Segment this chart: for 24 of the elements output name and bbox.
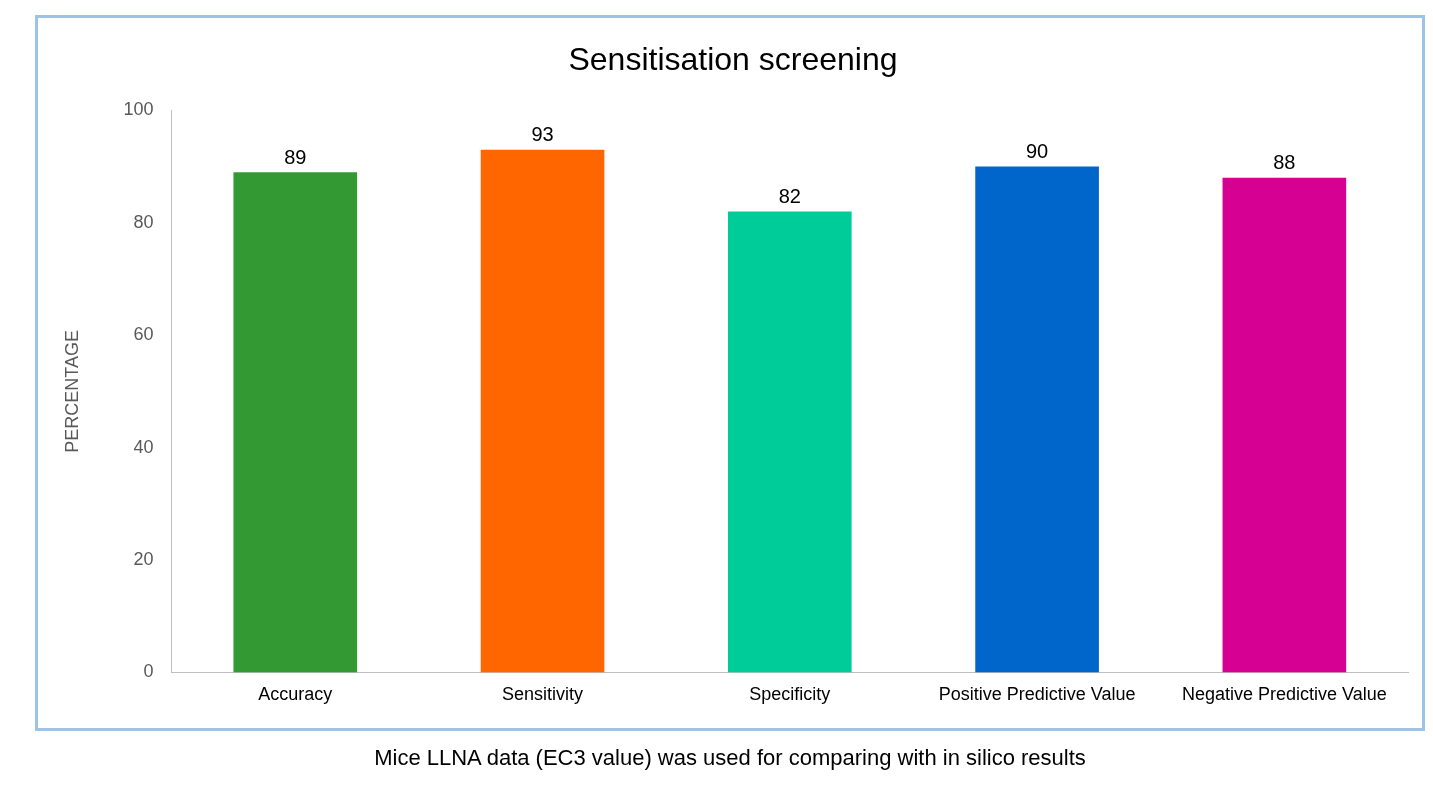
y-tick-label: 0 xyxy=(143,661,154,682)
y-tick-label: 100 xyxy=(123,99,154,120)
x-tick-label: Sensitivity xyxy=(502,684,584,705)
x-tick-label: Negative Predictive Value xyxy=(1181,684,1387,705)
y-tick-label: 80 xyxy=(133,211,154,232)
y-tick-label: 60 xyxy=(133,324,154,345)
data-label: 89 xyxy=(284,145,307,168)
x-tick-label: Accuracy xyxy=(258,684,333,705)
data-label: 82 xyxy=(778,185,801,208)
x-tick-label: Positive Predictive Value xyxy=(938,684,1136,705)
data-label: 90 xyxy=(1025,140,1049,163)
text: Mice LLNA data (EC3 value) was used for comparing with in silico results xyxy=(373,745,1087,771)
bar xyxy=(233,172,358,673)
bar xyxy=(975,166,1099,673)
data-label: 93 xyxy=(531,123,554,146)
y-tick-label: 40 xyxy=(133,436,154,457)
data-label: 88 xyxy=(1273,151,1296,174)
bar xyxy=(728,211,852,673)
x-tick-label: Specificity xyxy=(749,684,831,705)
y-axis-title: PERCENTAGE xyxy=(61,330,82,453)
bar xyxy=(480,149,605,673)
y-tick-label: 20 xyxy=(133,548,154,569)
chart-title: Sensitisation screening xyxy=(568,41,898,78)
bar xyxy=(1222,177,1347,673)
